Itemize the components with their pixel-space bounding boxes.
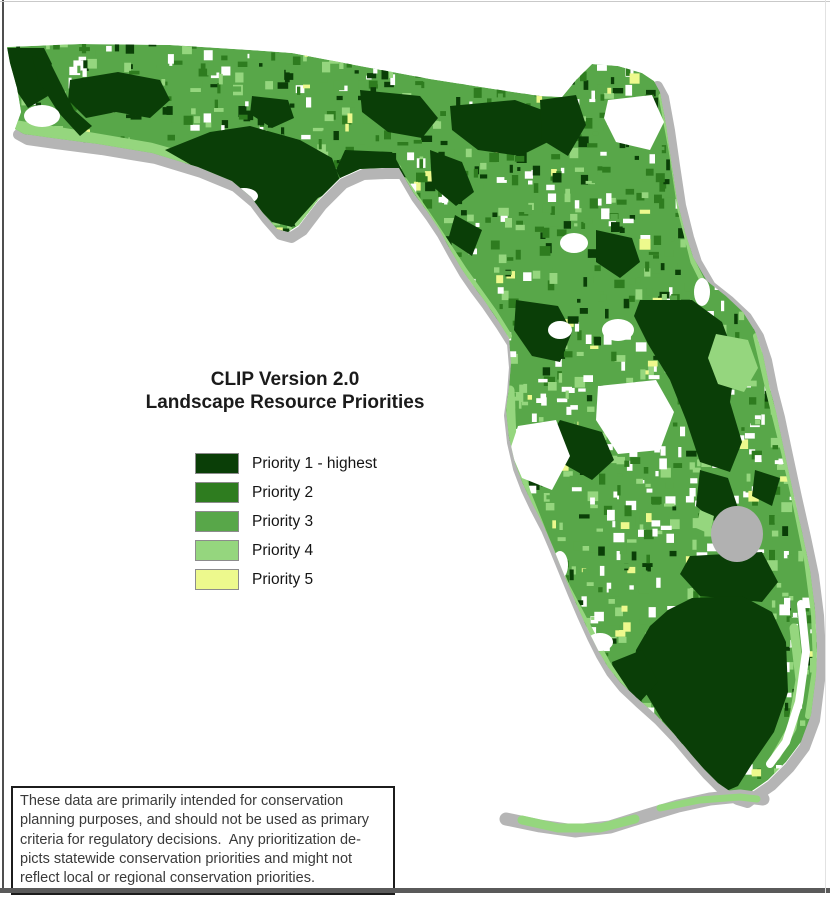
legend-label-priority-5: Priority 5 [252,570,314,588]
page-border-left [2,0,4,893]
legend-label-priority-3: Priority 3 [252,512,314,530]
legend-row-priority-1: Priority 1 - highest [195,449,377,478]
map-title-line1: CLIP Version 2.0 [210,369,360,390]
legend-row-priority-2: Priority 2 [195,478,377,507]
page-border-right [825,0,826,893]
legend-swatch-priority-2 [195,482,239,503]
legend-row-priority-3: Priority 3 [195,507,377,536]
disclaimer-line: reflect local or regional conservation p… [20,870,315,887]
legend: Priority 1 - highest Priority 2 Priority… [195,449,377,594]
disclaimer-line: criteria for regulatory decisions. Any p… [20,831,361,848]
map-title-line2: Landscape Resource Priorities [145,392,425,413]
page-border-top [0,1,830,2]
page-border-bottom [0,888,830,893]
legend-swatch-priority-1 [195,453,239,474]
legend-row-priority-5: Priority 5 [195,565,377,594]
legend-label-priority-4: Priority 4 [252,541,314,559]
disclaimer-line: picts statewide conservation priorities … [20,850,353,867]
map-title: CLIP Version 2.0 Landscape Resource Prio… [118,368,452,414]
legend-label-priority-1: Priority 1 - highest [252,454,377,472]
legend-swatch-priority-4 [195,540,239,561]
disclaimer-line: planning purposes, and should not be use… [20,812,370,829]
legend-swatch-priority-5 [195,569,239,590]
legend-row-priority-4: Priority 4 [195,536,377,565]
legend-label-priority-2: Priority 2 [252,483,314,501]
disclaimer-line: These data are primarily intended for co… [20,793,344,809]
legend-swatch-priority-3 [195,511,239,532]
disclaimer-box: These data are primarily intended for co… [11,786,395,896]
